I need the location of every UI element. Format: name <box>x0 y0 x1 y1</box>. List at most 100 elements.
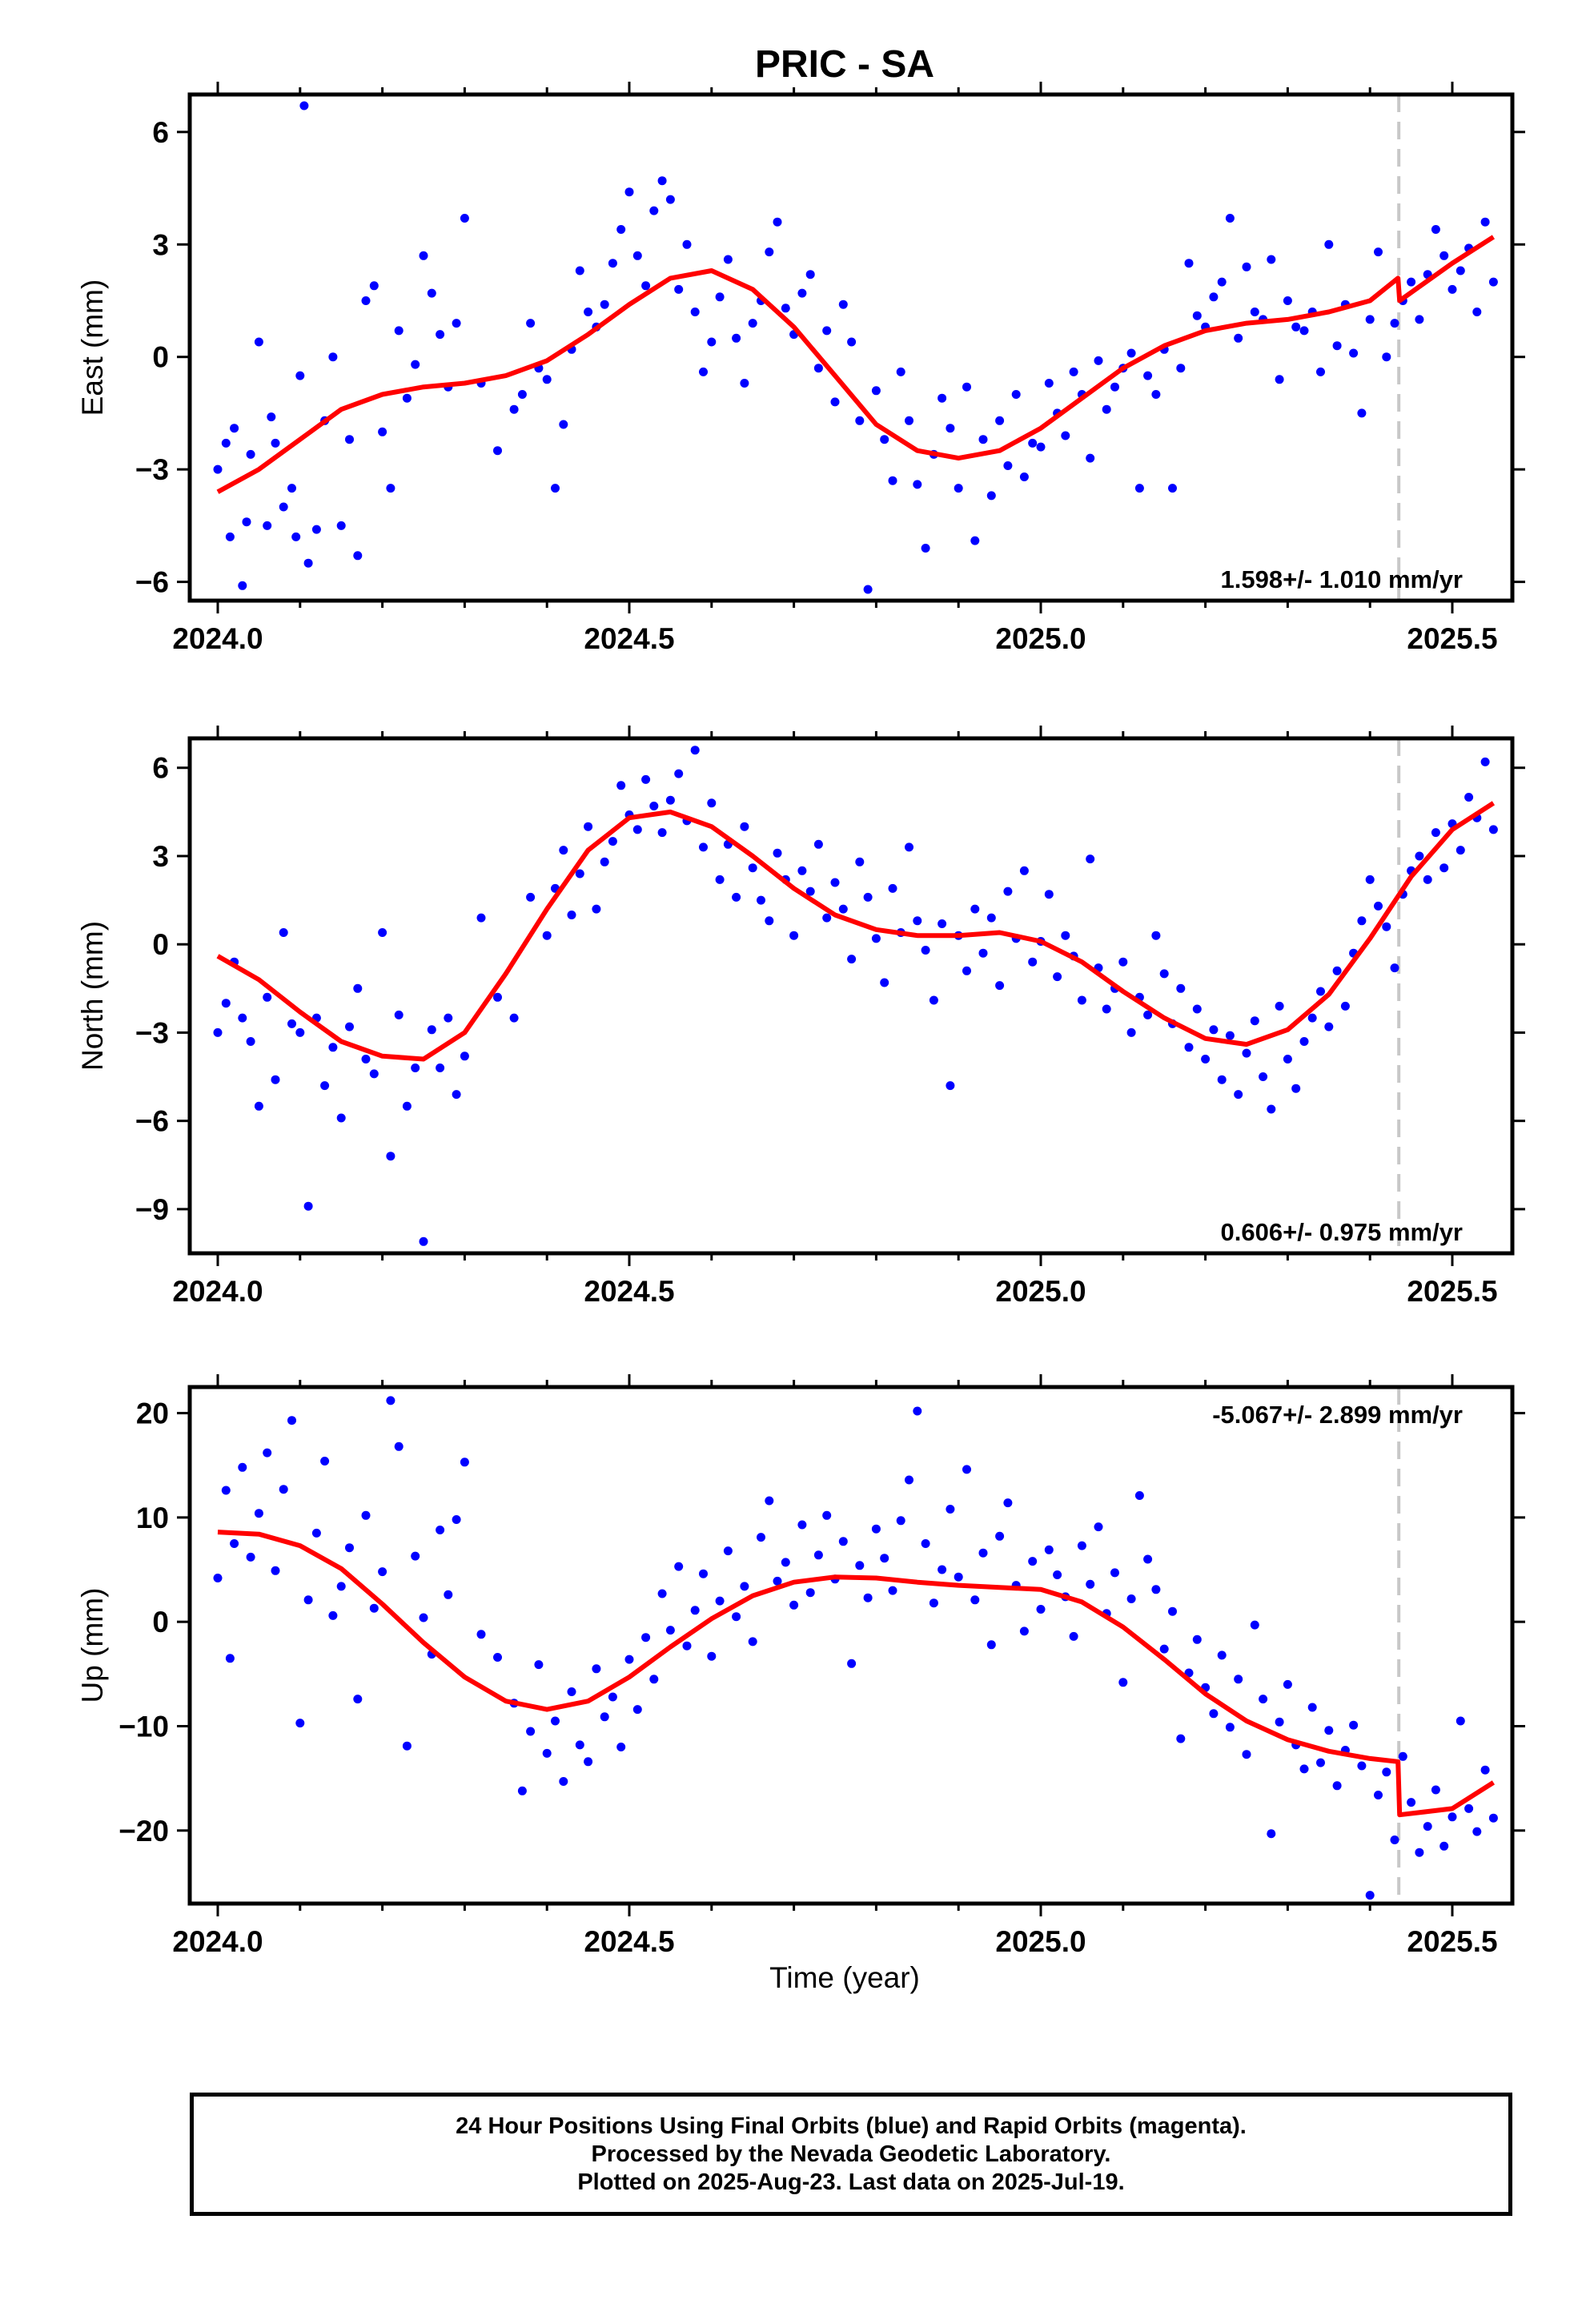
data-point <box>1456 846 1465 855</box>
data-point <box>616 225 626 234</box>
data-point <box>361 296 371 305</box>
data-point <box>1077 995 1086 1005</box>
data-point <box>1374 901 1383 911</box>
data-point <box>526 319 536 328</box>
data-point <box>1407 1798 1416 1807</box>
data-point <box>1488 277 1498 287</box>
data-point <box>311 525 321 534</box>
data-point <box>830 878 840 887</box>
data-point <box>1439 1841 1449 1851</box>
data-point <box>1332 1781 1342 1791</box>
data-point <box>946 1505 955 1514</box>
data-point <box>1168 1606 1177 1616</box>
data-point <box>978 948 988 958</box>
data-point <box>855 416 865 425</box>
data-point <box>1431 1785 1440 1795</box>
data-point <box>242 517 251 527</box>
trend-fit-line <box>216 801 1496 1062</box>
data-point <box>1192 1004 1202 1014</box>
data-point <box>517 390 527 399</box>
data-point <box>682 1641 692 1651</box>
data-point <box>1447 284 1457 294</box>
data-point <box>394 1010 404 1019</box>
data-point <box>1176 983 1186 993</box>
data-point <box>1184 259 1194 268</box>
data-point <box>805 887 815 896</box>
data-point <box>624 187 634 197</box>
data-point <box>690 1606 700 1615</box>
data-point <box>1143 1010 1153 1019</box>
data-point <box>1267 1104 1276 1114</box>
data-point <box>1464 1803 1474 1813</box>
data-point <box>287 1416 296 1425</box>
data-point <box>1036 442 1046 452</box>
chart-title: PRIC - SA <box>755 43 934 86</box>
y-tick-label: 0 <box>152 341 169 374</box>
data-point <box>1036 1605 1046 1614</box>
data-point <box>575 869 584 879</box>
data-point <box>1217 1075 1227 1084</box>
y-tick-label: 10 <box>136 1502 169 1534</box>
data-point <box>254 1509 263 1518</box>
data-point <box>542 375 552 384</box>
data-point <box>707 337 717 347</box>
data-point <box>986 913 996 923</box>
data-point <box>913 916 922 926</box>
data-point <box>888 883 897 893</box>
data-point <box>1126 1027 1136 1037</box>
data-point <box>1192 1634 1202 1644</box>
data-point <box>757 1533 765 1542</box>
data-point <box>509 404 519 414</box>
data-point <box>1267 255 1276 264</box>
x-tick-label: 2025.0 <box>995 1275 1086 1308</box>
data-point <box>1307 1013 1317 1023</box>
caption-line-1: 24 Hour Positions Using Final Orbits (bl… <box>456 2113 1247 2139</box>
data-point <box>1250 1620 1259 1630</box>
y-tick-label: −3 <box>135 453 169 486</box>
data-point <box>1299 1764 1309 1774</box>
data-point <box>797 288 807 298</box>
up-panel: 2024.0 2024.5 2025.0 2025.5 −20 −10 0 10 20 Up (m… <box>76 1374 1525 1958</box>
data-point <box>225 1654 235 1663</box>
data-point <box>690 746 700 755</box>
data-point <box>287 1019 296 1028</box>
data-point <box>1259 1072 1268 1081</box>
x-tick-label: 2024.0 <box>172 1275 263 1308</box>
data-point <box>1011 390 1021 399</box>
data-point <box>863 1593 873 1602</box>
data-point <box>665 195 675 204</box>
data-point <box>773 1576 782 1586</box>
data-point <box>460 1458 469 1467</box>
data-point <box>559 846 568 855</box>
data-point <box>1118 957 1128 967</box>
data-point <box>1390 963 1399 973</box>
data-point <box>1102 1004 1111 1014</box>
data-point <box>542 1748 552 1758</box>
data-point <box>517 1786 527 1795</box>
data-point <box>1242 1048 1251 1058</box>
data-point <box>1283 296 1292 305</box>
x-tick-label: 2024.5 <box>584 1275 674 1308</box>
velocity-annotation: -5.067+/- 2.899 mm/yr <box>1212 1401 1463 1429</box>
data-point <box>336 1582 346 1591</box>
data-point <box>962 382 971 392</box>
data-point <box>1168 484 1177 493</box>
data-point <box>1316 987 1325 996</box>
data-point <box>1019 866 1029 875</box>
data-point <box>320 1081 330 1091</box>
data-point <box>1415 315 1424 324</box>
data-point <box>378 1567 387 1577</box>
x-axis-label: Time (year) <box>769 1961 920 1994</box>
data-point <box>526 892 536 902</box>
data-point <box>699 367 708 376</box>
data-point <box>559 420 568 429</box>
data-point <box>1094 356 1103 365</box>
data-point <box>748 1637 757 1647</box>
data-point <box>986 491 996 501</box>
y-tick-label: −6 <box>135 566 169 599</box>
data-point <box>378 427 387 436</box>
data-point <box>295 1719 305 1728</box>
data-point <box>1102 404 1111 414</box>
data-point <box>1086 854 1095 864</box>
data-point <box>213 1574 223 1582</box>
